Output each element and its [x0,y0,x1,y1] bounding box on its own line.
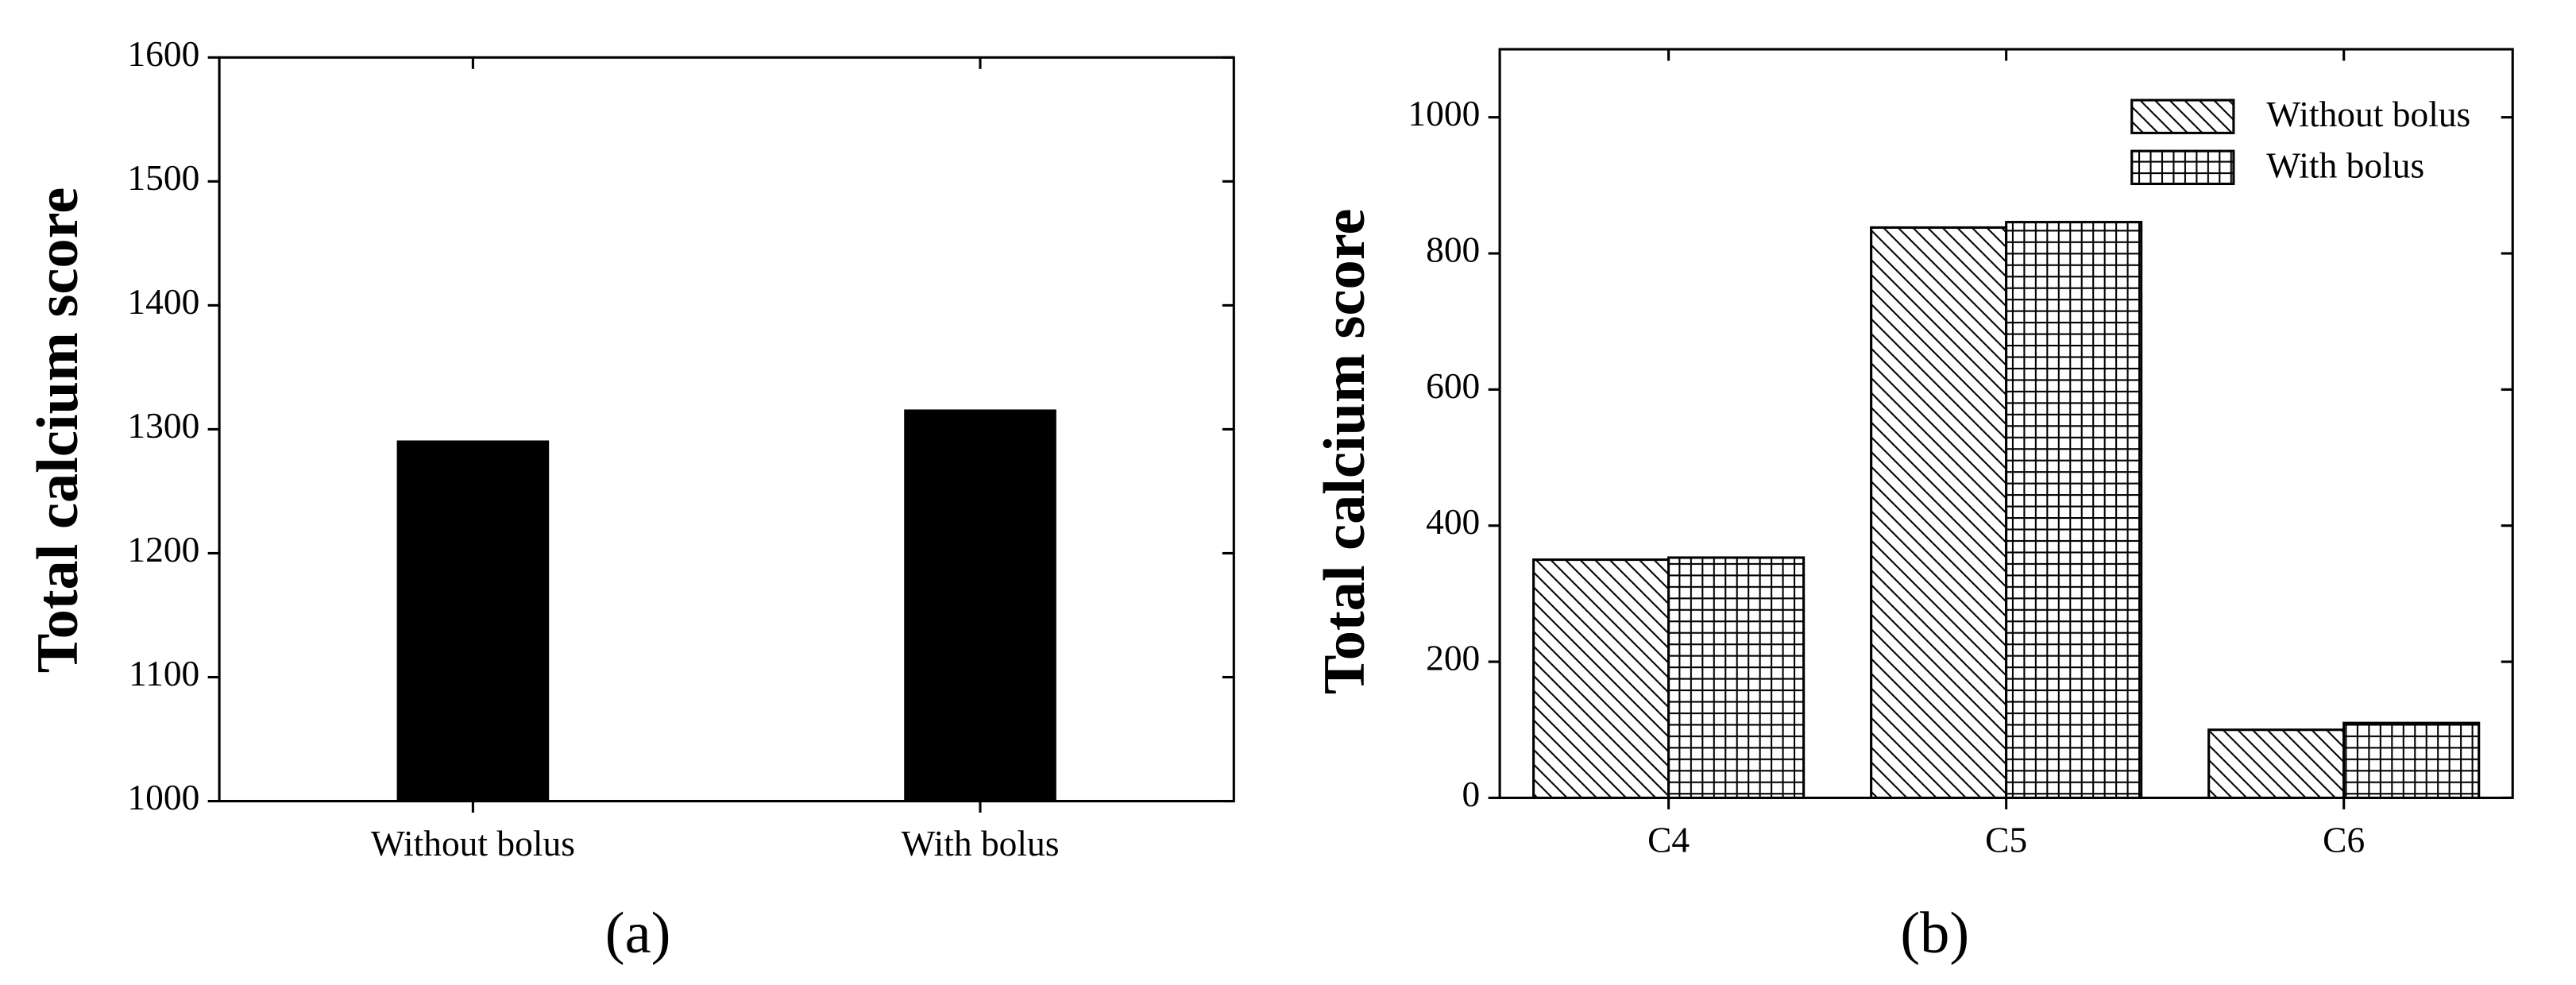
bar [904,409,1056,802]
y-tick-label: 0 [1462,774,1481,814]
y-tick-label: 200 [1426,637,1480,678]
x-tick-label: Without bolus [371,823,575,863]
legend-label: Without bolus [2266,94,2470,134]
legend-label: With bolus [2266,145,2424,185]
plot-frame [218,56,1235,803]
bar [1667,556,1806,799]
bar [2207,728,2346,799]
bar [396,440,550,802]
y-tick-label: 1000 [1408,93,1480,133]
y-tick-label: 400 [1426,501,1480,542]
x-tick-label: C6 [2323,820,2365,860]
y-tick-label: 1500 [127,157,199,198]
y-tick-label: 1300 [127,405,199,446]
caption: (a) [605,901,671,966]
y-tick-label: 1600 [127,33,199,74]
legend-swatch [2130,149,2235,186]
bar [1532,558,1670,799]
y-tick-label: 1400 [127,281,199,322]
legend-swatch [2130,98,2235,134]
bar [2342,721,2481,799]
y-tick-label: 1100 [129,653,199,693]
y-tick-label: 800 [1426,229,1480,269]
y-tick-label: 1200 [127,529,199,570]
y-axis-label: Total calcium score [25,187,91,673]
x-tick-label: C5 [1985,820,2027,860]
caption: (b) [1900,901,1969,966]
y-tick-label: 600 [1426,365,1480,406]
x-tick-label: With bolus [902,823,1060,863]
bar [1870,226,2008,799]
y-tick-label: 1000 [127,777,199,817]
y-axis-label: Total calcium score [1312,209,1377,694]
bar [2005,221,2143,799]
x-tick-label: C4 [1647,820,1690,860]
